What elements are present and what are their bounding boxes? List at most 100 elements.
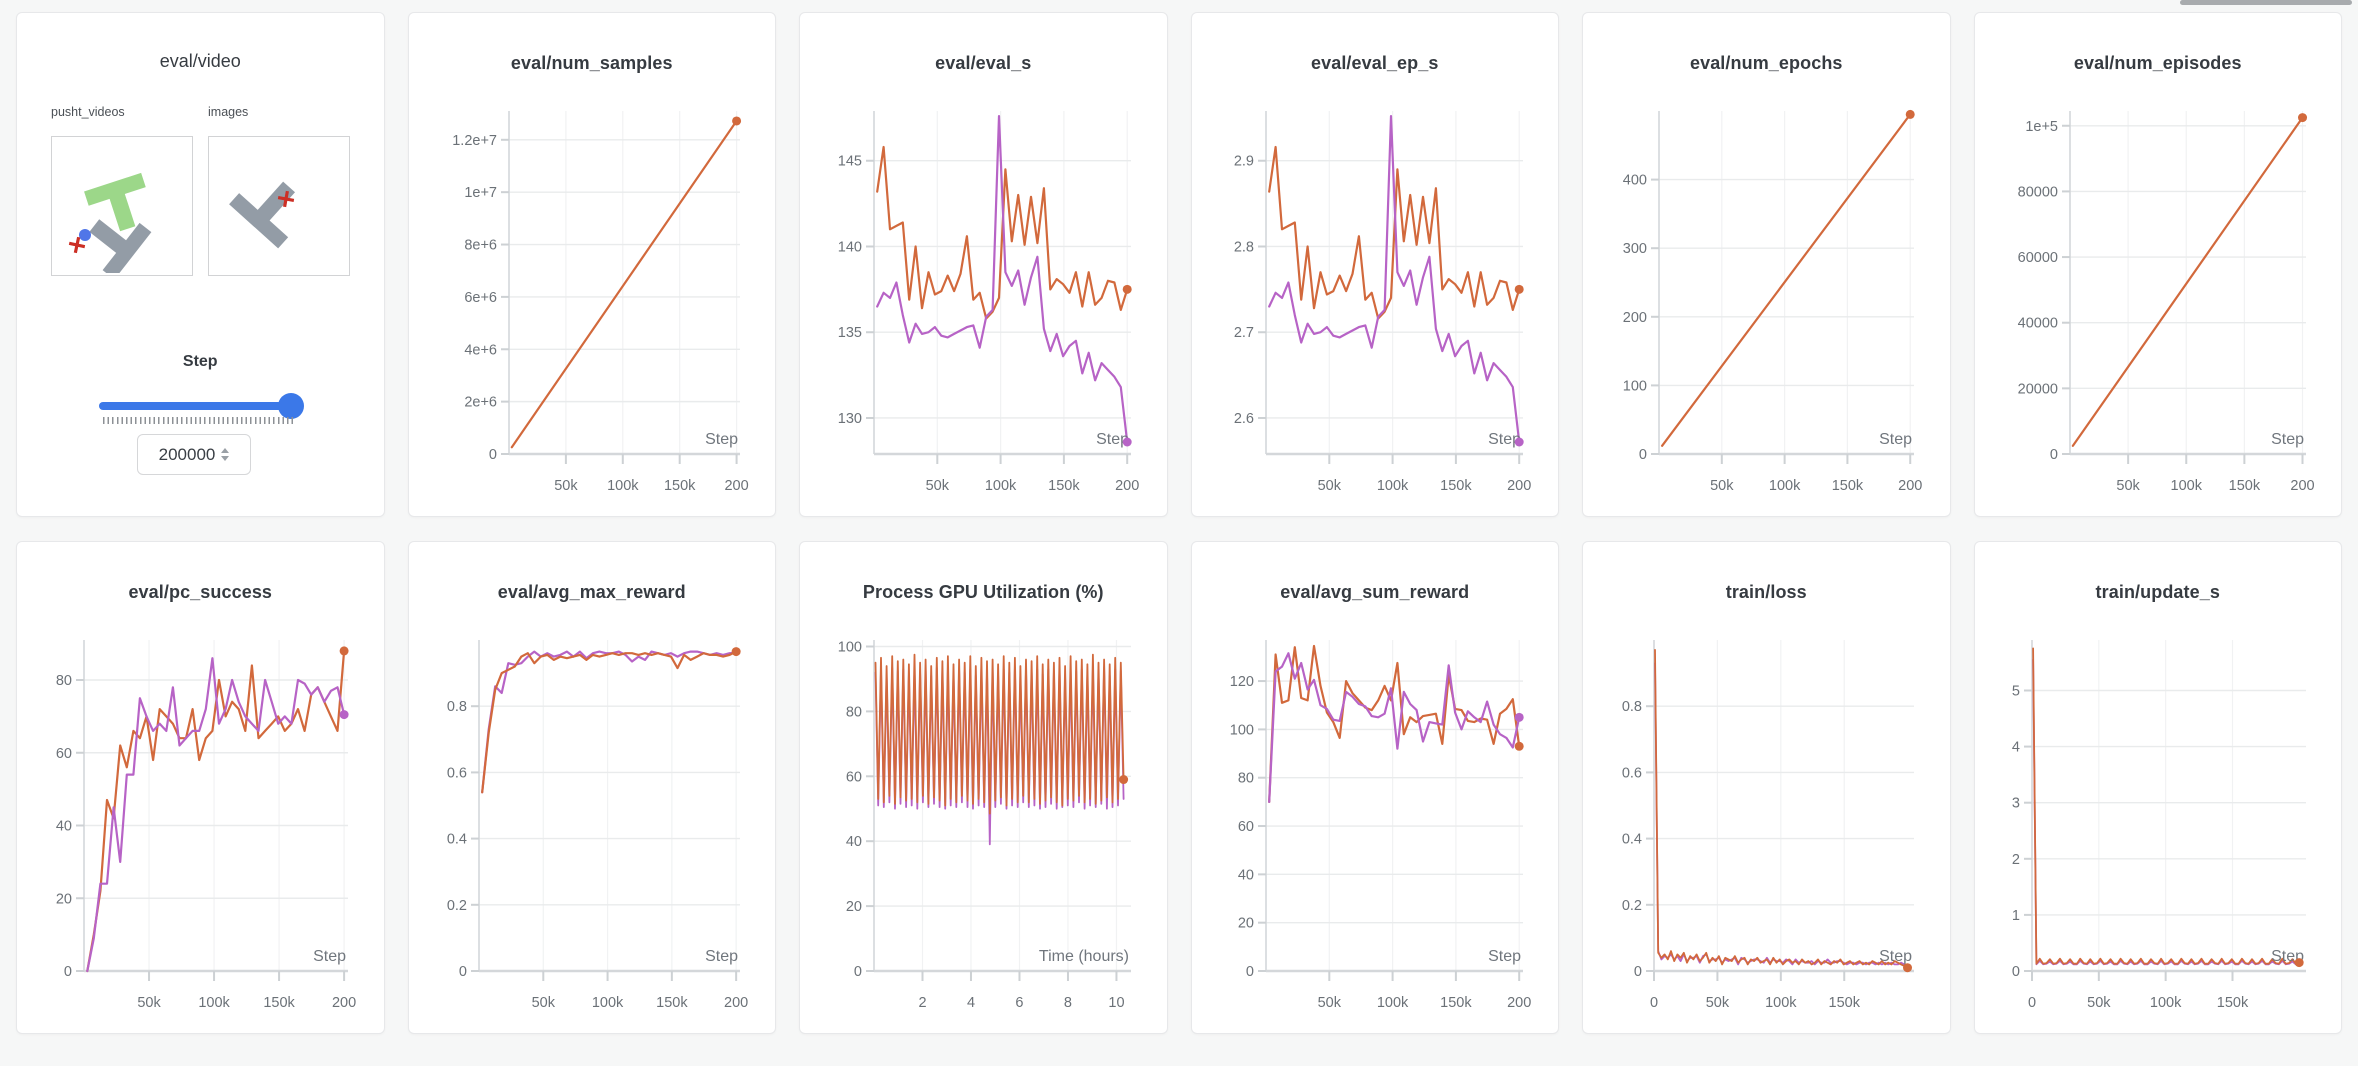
svg-text:40: 40 — [56, 819, 72, 835]
images-scene — [229, 181, 296, 249]
svg-text:145: 145 — [838, 154, 862, 170]
step-slider-track[interactable] — [99, 402, 301, 410]
svg-text:0.2: 0.2 — [1622, 898, 1642, 914]
step-value[interactable]: 200000 — [158, 444, 216, 464]
pusht-scene — [68, 172, 152, 280]
svg-text:2e+6: 2e+6 — [464, 395, 497, 411]
svg-text:150k: 150k — [1829, 995, 1861, 1011]
svg-text:50k: 50k — [926, 478, 950, 494]
chart-title: eval/pc_success — [128, 581, 273, 602]
panel-process-gpu-utilization: Process GPU Utilization (%) 0 20 40 60 80 100… — [799, 541, 1168, 1034]
step-number-input[interactable]: 200000 — [137, 434, 251, 475]
svg-text:2.8: 2.8 — [1233, 239, 1253, 255]
svg-text:50k: 50k — [2116, 478, 2140, 494]
line-chart-eval-eval-s[interactable]: 130 135 140 145 50k 100k 150k 200 Step — [800, 101, 1167, 516]
line-chart-eval-avg-sum-reward[interactable]: 0 20 40 60 80 100 120 50k 100k 150k 200 Step — [1192, 630, 1559, 1033]
target-cross-icon — [68, 236, 86, 254]
svg-text:0.6: 0.6 — [1622, 765, 1642, 781]
svg-text:80: 80 — [1237, 771, 1253, 787]
chart-title: train/loss — [1725, 581, 1807, 602]
svg-text:0: 0 — [64, 964, 72, 980]
svg-text:Step: Step — [2271, 431, 2304, 448]
svg-text:300: 300 — [1623, 241, 1647, 257]
panel-eval-video: eval/video pusht_videos images — [16, 12, 385, 517]
svg-text:40: 40 — [846, 834, 862, 850]
svg-text:10: 10 — [1108, 995, 1124, 1011]
panel-eval-avg-max-reward: eval/avg_max_reward 0 0.2 0.4 0.6 0.8 50k 100k… — [407, 541, 776, 1034]
step-slider-thumb[interactable] — [278, 393, 304, 419]
media-panel-title: eval/video — [159, 51, 241, 71]
svg-text:150k: 150k — [1440, 478, 1472, 494]
svg-text:0: 0 — [458, 964, 466, 980]
line-chart-train-update-s[interactable]: 0 1 2 3 4 5 0 50k 100k 150k Step — [1975, 630, 2342, 1033]
line-chart-train-loss[interactable]: 0 0.2 0.4 0.6 0.8 0 50k 100k 150k Step — [1583, 630, 1950, 1033]
svg-text:20: 20 — [1237, 916, 1253, 932]
video-thumbnail-pusht[interactable] — [51, 136, 193, 280]
panel-eval-avg-sum-reward: eval/avg_sum_reward 0 20 40 60 80 100 120 50k 10… — [1190, 541, 1559, 1034]
line-chart-eval-num-samples[interactable]: 0 2e+6 4e+6 6e+6 8e+6 1e+7 1.2e+7 50k 100k 150k 20… — [409, 101, 776, 516]
svg-text:Step: Step — [1488, 431, 1521, 448]
svg-text:140: 140 — [838, 239, 862, 255]
line-chart-eval-num-episodes[interactable]: 0 20000 40000 60000 80000 1e+5 50k 100k 150k 200 S… — [1975, 101, 2342, 516]
svg-text:5: 5 — [2011, 683, 2019, 699]
svg-text:0: 0 — [1245, 964, 1253, 980]
svg-text:150k: 150k — [2216, 995, 2248, 1011]
chart-title: train/update_s — [2095, 581, 2220, 602]
svg-text:0: 0 — [1650, 995, 1658, 1011]
line-chart-eval-avg-max-reward[interactable]: 0 0.2 0.4 0.6 0.8 50k 100k 150k 200 Step — [409, 630, 776, 1033]
svg-text:3: 3 — [2011, 796, 2019, 812]
panel-eval-num-samples: eval/num_samples 0 2e+6 4e+6 6e+6 8e+6 1e+7 1.… — [407, 12, 776, 517]
svg-text:50k: 50k — [1706, 995, 1730, 1011]
stepper-up-icon[interactable] — [221, 448, 230, 453]
svg-text:100k: 100k — [198, 995, 230, 1011]
svg-text:40: 40 — [1237, 867, 1253, 883]
svg-text:4: 4 — [967, 995, 975, 1011]
svg-text:0: 0 — [1634, 964, 1642, 980]
svg-text:200: 200 — [724, 478, 748, 494]
line-chart-gpu-utilization[interactable]: 0 20 40 60 80 100 2 4 6 8 10 Time (hours) — [800, 630, 1167, 1033]
svg-text:60: 60 — [1237, 819, 1253, 835]
step-slider-tickmarks — [103, 417, 293, 424]
step-slider-label: Step — [182, 353, 218, 370]
svg-text:135: 135 — [838, 325, 862, 341]
svg-text:Step: Step — [1096, 431, 1129, 448]
svg-text:4: 4 — [2011, 740, 2019, 756]
svg-text:50k: 50k — [1710, 478, 1734, 494]
svg-text:100k: 100k — [591, 995, 623, 1011]
panel-eval-eval-s: eval/eval_s 130 135 140 145 50k 100k 150k 200 St… — [799, 12, 1168, 517]
svg-text:60: 60 — [846, 769, 862, 785]
video-thumbnail-images[interactable] — [208, 136, 350, 276]
line-chart-eval-pc-success[interactable]: 0 20 40 60 80 50k 100k 150k 200 Step — [17, 630, 384, 1033]
svg-text:1e+5: 1e+5 — [2025, 119, 2058, 135]
svg-text:150k: 150k — [2228, 478, 2260, 494]
svg-text:0.6: 0.6 — [446, 765, 466, 781]
svg-text:100k: 100k — [1376, 995, 1408, 1011]
line-chart-eval-num-epochs[interactable]: 0 100 200 300 400 50k 100k 150k 200 Step — [1583, 101, 1950, 516]
svg-text:50k: 50k — [1317, 478, 1341, 494]
svg-text:100k: 100k — [1376, 478, 1408, 494]
chart-title: eval/avg_max_reward — [497, 581, 686, 602]
line-chart-eval-eval-ep-s[interactable]: 2.6 2.7 2.8 2.9 50k 100k 150k 200 Step — [1192, 101, 1559, 516]
svg-text:200: 200 — [332, 995, 356, 1011]
chart-title: Process GPU Utilization (%) — [862, 581, 1104, 602]
tee-object-gray — [229, 181, 296, 249]
stepper-down-icon[interactable] — [221, 456, 230, 461]
svg-text:200: 200 — [724, 995, 748, 1011]
horizontal-scrollbar-thumb[interactable] — [2180, 0, 2352, 5]
panel-eval-num-episodes: eval/num_episodes 0 20000 40000 60000 80000 1… — [1973, 12, 2342, 517]
chart-title: eval/eval_ep_s — [1310, 52, 1439, 73]
svg-text:100: 100 — [1623, 378, 1647, 394]
svg-text:100k: 100k — [985, 478, 1017, 494]
svg-text:8: 8 — [1064, 995, 1072, 1011]
svg-text:Step: Step — [313, 948, 346, 965]
svg-text:0.2: 0.2 — [446, 898, 466, 914]
agent-dot — [79, 229, 91, 241]
chart-title: eval/num_samples — [510, 52, 673, 73]
svg-text:50k: 50k — [531, 995, 555, 1011]
svg-text:2.7: 2.7 — [1233, 325, 1253, 341]
svg-text:0: 0 — [854, 964, 862, 980]
svg-text:200: 200 — [2290, 478, 2314, 494]
chart-title: eval/eval_s — [935, 52, 1032, 73]
svg-text:2: 2 — [918, 995, 926, 1011]
